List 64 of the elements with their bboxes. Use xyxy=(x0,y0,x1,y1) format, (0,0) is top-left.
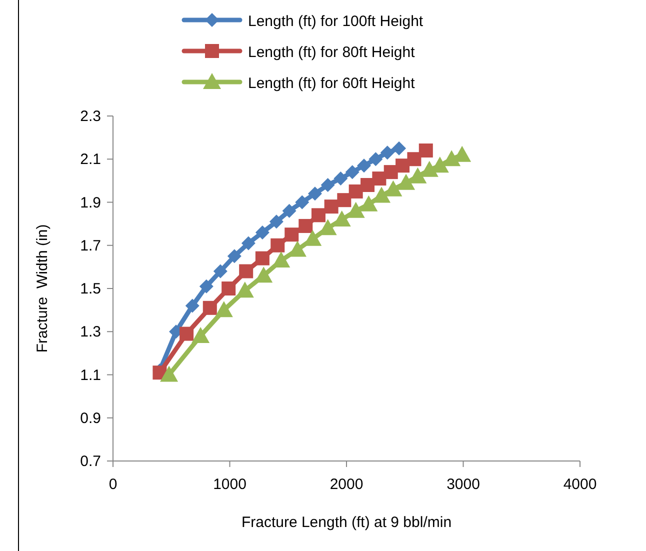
y-tick-label: 2.1 xyxy=(80,151,101,168)
point xyxy=(192,326,210,343)
point xyxy=(241,236,256,250)
x-tick-label: 0 xyxy=(108,476,118,493)
point xyxy=(368,152,383,166)
point xyxy=(255,225,270,240)
point xyxy=(407,152,422,166)
point xyxy=(372,186,391,203)
point xyxy=(442,150,461,166)
point xyxy=(269,214,284,229)
point xyxy=(346,202,365,218)
point xyxy=(380,146,394,160)
x-tick-label: 3000 xyxy=(446,476,480,493)
x-tick-label: 4000 xyxy=(563,476,597,493)
y-tick-label: 1.3 xyxy=(80,324,101,341)
point xyxy=(345,165,360,180)
point xyxy=(222,282,236,296)
point xyxy=(236,282,254,298)
y-tick-label: 1.5 xyxy=(80,280,101,298)
point xyxy=(227,249,242,264)
point xyxy=(255,251,270,266)
x-axis-title: Fracture Length (ft) at 9 bbl/min xyxy=(241,514,452,531)
point xyxy=(384,165,398,180)
point xyxy=(357,158,372,173)
point xyxy=(214,301,233,318)
point xyxy=(282,204,296,218)
point xyxy=(396,158,410,173)
point xyxy=(392,141,406,156)
point xyxy=(360,195,378,212)
point xyxy=(180,326,194,341)
x-tick-label: 2000 xyxy=(330,476,364,493)
point xyxy=(348,184,363,198)
y-tick-label: 0.7 xyxy=(80,453,101,470)
point xyxy=(320,178,335,192)
legend-label: Length (ft) for 60ft Height xyxy=(248,75,416,92)
point xyxy=(372,172,386,186)
point xyxy=(270,238,285,252)
y-tick-label: 2.3 xyxy=(80,108,101,125)
point xyxy=(284,228,299,242)
x-tick-label: 1000 xyxy=(213,476,246,493)
point xyxy=(239,264,254,278)
point xyxy=(334,172,348,186)
point xyxy=(337,193,352,208)
point xyxy=(311,208,326,222)
point xyxy=(202,300,217,315)
point xyxy=(308,186,322,201)
point xyxy=(160,366,178,382)
legend-label: Length (ft) for 100ft Height xyxy=(248,13,424,30)
point xyxy=(332,210,351,226)
y-tick-label: 1.1 xyxy=(80,366,101,384)
point xyxy=(397,174,416,190)
point xyxy=(418,144,433,158)
y-tick-label: 0.9 xyxy=(80,410,101,427)
point xyxy=(298,218,313,233)
point xyxy=(272,251,290,268)
legend-label: Length (ft) for 80ft Height xyxy=(248,44,416,61)
point xyxy=(213,264,228,278)
y-tick-label: 1.9 xyxy=(80,194,101,212)
point xyxy=(295,195,310,210)
point xyxy=(199,279,214,294)
y-tick-label: 1.7 xyxy=(80,237,101,254)
y-axis-title: Fracture Width (in) xyxy=(34,224,51,353)
point xyxy=(185,298,200,313)
point xyxy=(324,200,338,214)
